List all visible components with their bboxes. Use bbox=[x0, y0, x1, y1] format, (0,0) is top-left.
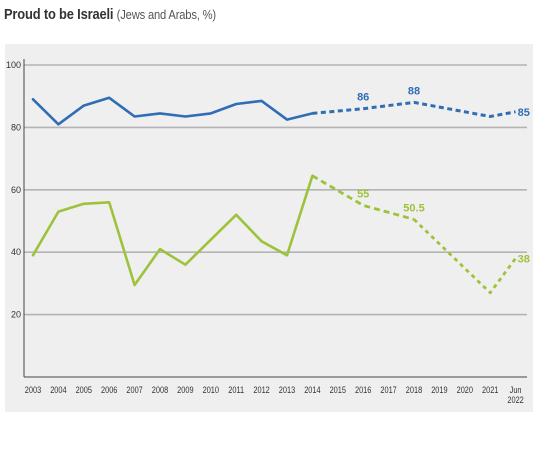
x-tick-label: 2016 bbox=[355, 385, 372, 395]
x-tick-label: 2019 bbox=[431, 385, 448, 395]
x-tick-label: 2010 bbox=[203, 385, 220, 395]
data-series bbox=[31, 96, 517, 295]
x-tick-label: 2018 bbox=[406, 385, 423, 395]
x-tick-label: Jun 2022 bbox=[507, 385, 524, 405]
data-labels: 86 88 85 55 50.5 38 bbox=[357, 85, 530, 265]
data-label: 88 bbox=[408, 85, 420, 97]
x-tick-label-line: 2014 bbox=[304, 385, 321, 395]
x-tick-label: 2009 bbox=[177, 385, 194, 395]
x-tick-label: 2005 bbox=[76, 385, 93, 395]
x-tick-label-line: 2015 bbox=[330, 385, 347, 395]
data-label: 86 bbox=[357, 92, 369, 104]
x-tick-label-line: 2018 bbox=[406, 385, 423, 395]
x-tick-label-line: 2008 bbox=[152, 385, 169, 395]
x-tick-label: 2014 bbox=[304, 385, 321, 395]
x-tick-label-line: 2005 bbox=[76, 385, 93, 395]
data-label: 38 bbox=[518, 253, 530, 265]
y-tick-label: 80 bbox=[11, 122, 21, 132]
x-tick-label: 2008 bbox=[152, 385, 169, 395]
data-label: 50.5 bbox=[403, 202, 424, 214]
series-2-dotted-line bbox=[413, 218, 517, 295]
x-tick-label-line: 2004 bbox=[50, 385, 67, 395]
x-tick-label-line: 2010 bbox=[203, 385, 220, 395]
data-label: 85 bbox=[518, 107, 530, 119]
x-tick-label-line: 2021 bbox=[482, 385, 499, 395]
x-tick-label: 2011 bbox=[228, 385, 244, 395]
x-tick-label: 2003 bbox=[25, 385, 42, 395]
data-label: 55 bbox=[357, 188, 369, 200]
x-tick-label-line: 2020 bbox=[457, 385, 474, 395]
y-axis-ticks: 20 40 60 80 100 bbox=[6, 60, 21, 320]
plot-area-background bbox=[5, 44, 533, 412]
y-tick-label: 40 bbox=[11, 247, 21, 257]
x-tick-label-line: 2016 bbox=[355, 385, 372, 395]
x-tick-label-line: 2007 bbox=[126, 385, 143, 395]
chart-title-main: Proud to be Israeli bbox=[4, 6, 114, 23]
y-tick-label: 100 bbox=[6, 60, 21, 70]
x-tick-label: 2013 bbox=[279, 385, 296, 395]
x-tick-label: 2012 bbox=[253, 385, 270, 395]
x-tick-label-line: 2019 bbox=[431, 385, 448, 395]
series-2-dashed-line bbox=[311, 174, 415, 221]
x-tick-label: 2020 bbox=[457, 385, 474, 395]
x-tick-label: 2015 bbox=[330, 385, 347, 395]
series-1-dashed-line bbox=[312, 100, 516, 118]
gridlines bbox=[23, 59, 527, 378]
x-tick-label-line: Jun bbox=[510, 385, 522, 395]
x-axis-ticks: 2003 2004 2005 2006 2007 2008 2009 2010 2011 2012… bbox=[25, 385, 524, 405]
x-tick-label: 2004 bbox=[50, 385, 67, 395]
x-tick-label-line: 2003 bbox=[25, 385, 42, 395]
x-tick-label-line: 2012 bbox=[253, 385, 270, 395]
y-tick-label: 20 bbox=[11, 310, 21, 320]
x-tick-label: 2006 bbox=[101, 385, 118, 395]
x-tick-label: 2021 bbox=[482, 385, 499, 395]
x-tick-label-line: 2009 bbox=[177, 385, 194, 395]
x-tick-label: 2017 bbox=[380, 385, 397, 395]
x-tick-label-line: 2013 bbox=[279, 385, 296, 395]
series-2-solid-line bbox=[31, 174, 314, 287]
x-tick-label-line: 2017 bbox=[380, 385, 397, 395]
x-tick-label-line: 2022 bbox=[507, 395, 524, 405]
x-tick-label-line: 2006 bbox=[101, 385, 118, 395]
chart-title: Proud to be Israeli (Jews and Arabs, %) bbox=[4, 6, 216, 23]
series-1-solid-line bbox=[31, 96, 314, 126]
y-tick-label: 60 bbox=[11, 185, 21, 195]
x-tick-label-line: 2011 bbox=[228, 385, 244, 395]
x-tick-label: 2007 bbox=[126, 385, 143, 395]
chart-subtitle: (Jews and Arabs, %) bbox=[116, 7, 216, 22]
